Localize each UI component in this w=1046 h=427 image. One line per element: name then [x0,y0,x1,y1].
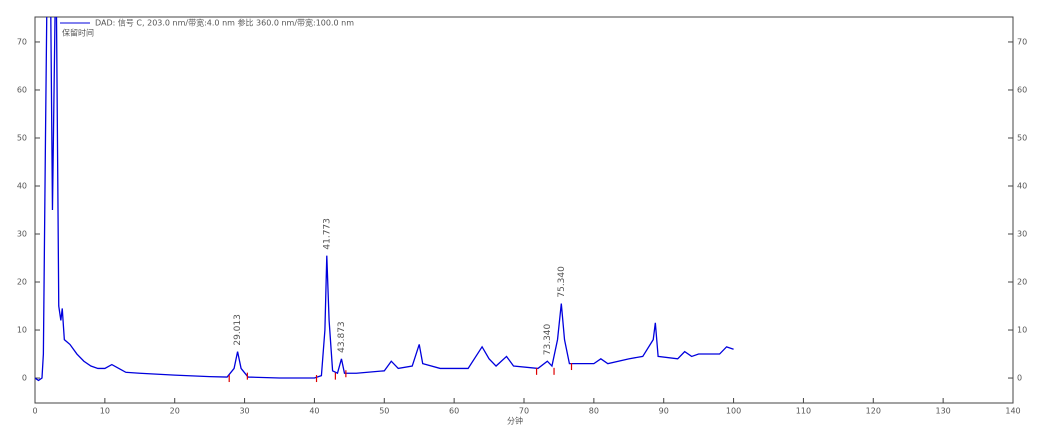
peak-label: 75.340 [557,266,567,298]
y2-tick-label: 10 [1017,326,1027,335]
peak-label: 29.013 [233,314,243,345]
x-tick-label: 0 [32,407,37,416]
y-tick-label: 10 [17,326,27,335]
peak-label: 73.340 [543,323,553,355]
x-tick-label: 30 [239,407,249,416]
x-tick-label: 140 [1005,407,1020,416]
x-tick-label: 10 [100,407,110,416]
subtitle: 保留时间 [62,28,94,38]
plot-area [35,17,734,383]
x-tick-label: 20 [170,407,180,416]
y2-tick-label: 20 [1017,278,1027,287]
y-tick-label: 20 [17,278,27,287]
x-tick-label: 120 [866,407,881,416]
y2-tick-label: 0 [1017,374,1022,383]
y2-tick-label: 40 [1017,181,1027,190]
y2-tick-label: 50 [1017,133,1027,142]
y2-tick-label: 60 [1017,85,1027,94]
x-tick-label: 90 [659,407,669,416]
x-tick-label: 110 [796,407,811,416]
x-tick-label: 60 [449,407,459,416]
y2-tick-label: 70 [1017,37,1027,46]
x-tick-label: 80 [589,407,599,416]
x-tick-label: 100 [726,407,741,416]
y2-tick-label: 30 [1017,230,1027,239]
peak-label: 41.773 [322,218,332,250]
y-tick-label: 70 [17,37,27,46]
x-tick-label: 50 [379,407,389,416]
y-tick-label: 40 [17,181,27,190]
x-tick-label: 70 [519,407,529,416]
y-tick-label: 30 [17,230,27,239]
y-tick-label: 50 [17,133,27,142]
peak-label: 43.873 [337,321,347,353]
plot-frame [34,16,1014,404]
x-axis-label: 分钟 [507,416,523,426]
legend-label: DAD: 信号 C, 203.0 nm/带宽:4.0 nm 参比 360.0 n… [95,18,354,28]
x-tick-label: 130 [936,407,951,416]
y-tick-label: 60 [17,85,27,94]
trace [35,17,734,382]
x-tick-label: 40 [309,407,319,416]
y-tick-label: 0 [22,374,27,383]
